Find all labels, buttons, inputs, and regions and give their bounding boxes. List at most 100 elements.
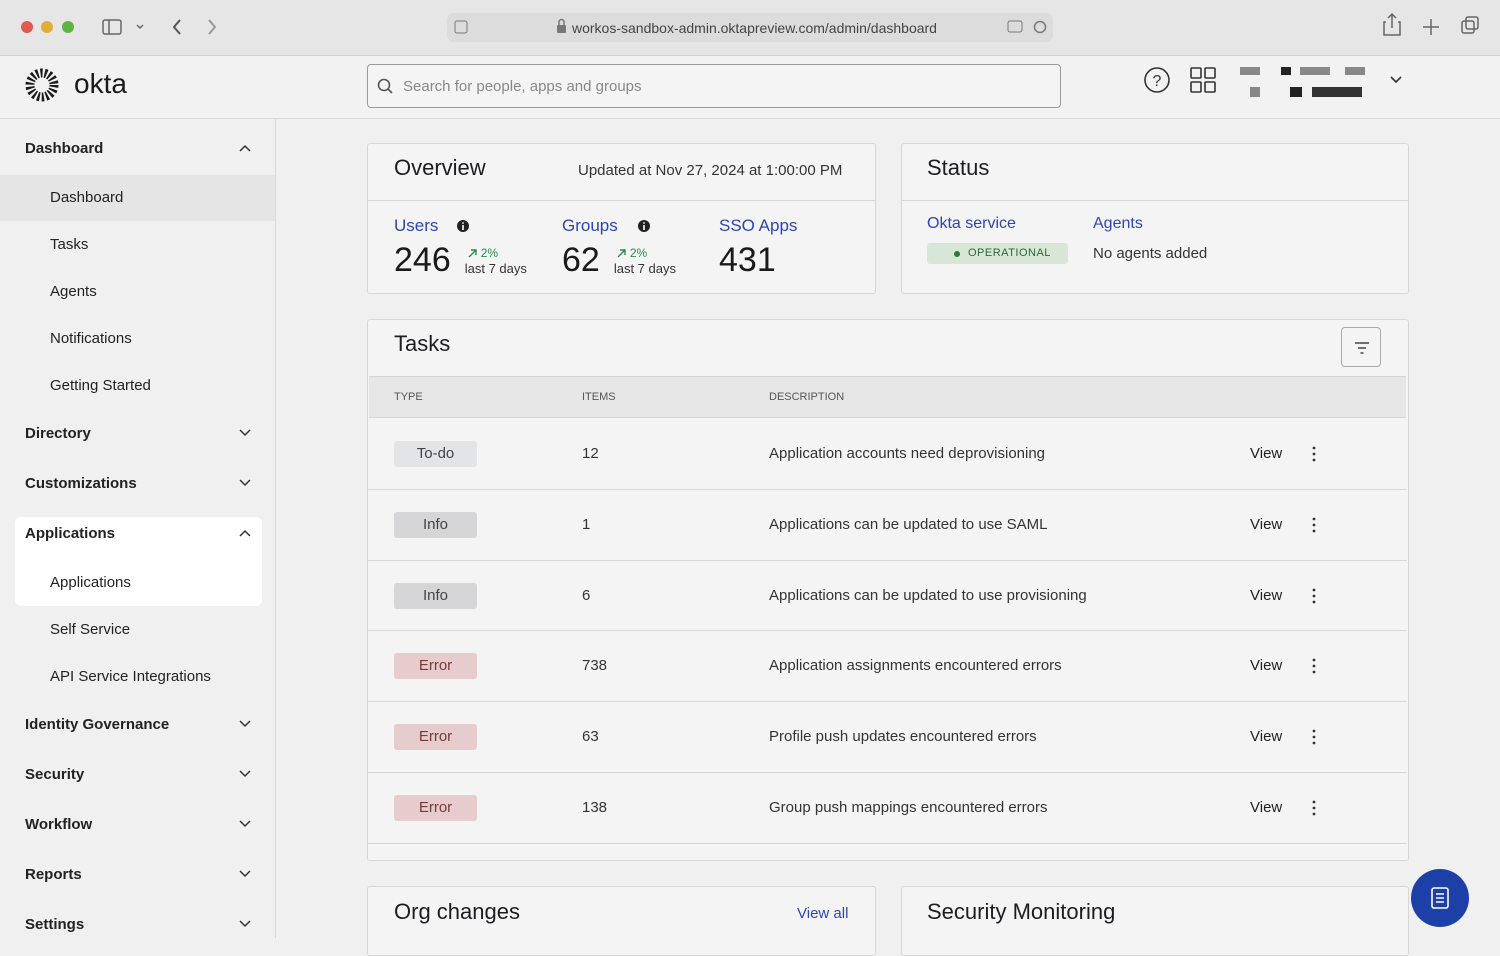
stat-label[interactable]: Groups (562, 216, 618, 235)
items-count: 1 (582, 516, 591, 533)
stat-value: 246 (394, 241, 451, 279)
items-count: 738 (582, 657, 608, 674)
section-label[interactable]: Applications (25, 525, 116, 542)
stat-change: 2% (480, 246, 499, 260)
row-divider (368, 489, 1407, 490)
nav-item[interactable]: Getting Started (50, 377, 151, 394)
type-badge: Error (394, 795, 477, 821)
more-menu[interactable] (1310, 658, 1318, 674)
section-label[interactable]: Directory (25, 425, 91, 442)
stat-period: last 7 days (464, 261, 527, 276)
more-menu[interactable] (1310, 517, 1318, 533)
search-placeholder: Search for people, apps and groups (403, 78, 642, 95)
okta-logo-mark (25, 68, 59, 102)
status-card (901, 143, 1409, 294)
trend-arrow (468, 249, 477, 258)
help-button[interactable] (1410, 868, 1470, 928)
row-divider (368, 772, 1407, 773)
trend-arrow (617, 249, 626, 258)
nav-item[interactable]: API Service Integrations (50, 668, 211, 685)
column-header: DESCRIPTION (769, 391, 845, 403)
active-group (15, 517, 262, 606)
agents-label[interactable]: Agents (1093, 215, 1143, 232)
row-divider (368, 843, 1407, 844)
section-label[interactable]: Reports (25, 866, 82, 883)
overview-updated: Updated at Nov 27, 2024 at 1:00:00 PM (578, 162, 843, 179)
chevron (239, 144, 251, 152)
section-label[interactable]: Customizations (25, 475, 137, 492)
more-menu[interactable] (1310, 729, 1318, 745)
chevron (239, 479, 251, 487)
browser-controls (21, 12, 1479, 42)
view-link[interactable]: View (1250, 587, 1283, 604)
overview-card (367, 143, 876, 294)
filter-button[interactable] (1341, 327, 1381, 367)
stat-change: 2% (629, 246, 648, 260)
more-menu[interactable] (1310, 446, 1318, 462)
items-count: 6 (582, 587, 591, 604)
nav-item[interactable]: Self Service (50, 621, 131, 638)
stat-value: 62 (562, 241, 600, 279)
row-divider (368, 701, 1407, 702)
task-description: Application assignments encountered erro… (769, 657, 1062, 674)
nav-item[interactable]: Agents (50, 283, 97, 300)
task-description: Group push mappings encountered errors (769, 799, 1048, 816)
status-title: Status (927, 155, 990, 180)
task-description: Applications can be updated to use SAML (769, 516, 1048, 533)
column-header: TYPE (394, 391, 423, 403)
view-link[interactable]: View (1250, 799, 1283, 816)
chevron (239, 429, 251, 437)
type-badge: Info (394, 583, 477, 609)
view-link[interactable]: View (1250, 445, 1283, 462)
header-icons[interactable]: ? (1140, 62, 1420, 112)
chevron (239, 870, 251, 878)
type-badge: To-do (394, 441, 477, 467)
view-link[interactable]: View (1250, 728, 1283, 745)
stat-value: 431 (719, 241, 776, 279)
section-label[interactable]: Workflow (25, 816, 93, 833)
info-icon (638, 220, 650, 232)
section-label[interactable]: Security (25, 766, 85, 783)
view-link[interactable]: View (1250, 516, 1283, 533)
chevron (239, 770, 251, 778)
view-link[interactable]: View (1250, 657, 1283, 674)
org-changes-title: Org changes (394, 899, 520, 924)
org-changes-link[interactable]: View all (797, 905, 849, 922)
section-label[interactable]: Settings (25, 916, 85, 933)
chevron (239, 720, 251, 728)
items-count: 63 (582, 728, 599, 745)
service-label[interactable]: Okta service (927, 215, 1016, 232)
row-divider (368, 630, 1407, 631)
nav-item[interactable]: Notifications (50, 330, 132, 347)
items-count: 12 (582, 445, 599, 462)
stat-label[interactable]: Users (394, 216, 439, 235)
logo-text[interactable]: okta (74, 68, 127, 99)
task-description: Application accounts need deprovisioning (769, 445, 1046, 462)
overview-title: Overview (394, 155, 486, 180)
search-box[interactable] (367, 64, 1061, 108)
task-description: Applications can be updated to use provi… (769, 587, 1087, 604)
agents-text: No agents added (1093, 245, 1208, 262)
more-menu[interactable] (1310, 588, 1318, 604)
tasks-header-row (369, 376, 1406, 418)
chevron (239, 920, 251, 928)
section-label[interactable]: Identity Governance (25, 716, 170, 733)
nav-item[interactable]: Dashboard (50, 189, 124, 206)
tasks-title: Tasks (394, 331, 451, 356)
status-dot (954, 251, 960, 257)
row-divider (368, 560, 1407, 561)
task-description: Profile push updates encountered errors (769, 728, 1037, 745)
filter-icon (1355, 342, 1369, 354)
stat-label[interactable]: SSO Apps (719, 216, 798, 235)
info-icon (457, 220, 469, 232)
section-label[interactable]: Dashboard (25, 140, 104, 157)
security-title: Security Monitoring (927, 899, 1116, 924)
more-menu[interactable] (1310, 800, 1318, 816)
url[interactable]: workos-sandbox-admin.oktapreview.com/adm… (572, 20, 937, 36)
type-badge: Error (394, 653, 477, 679)
nav-item[interactable]: Tasks (50, 236, 89, 253)
type-badge: Error (394, 724, 477, 750)
chevron (239, 820, 251, 828)
nav-item[interactable]: Applications (50, 574, 131, 591)
